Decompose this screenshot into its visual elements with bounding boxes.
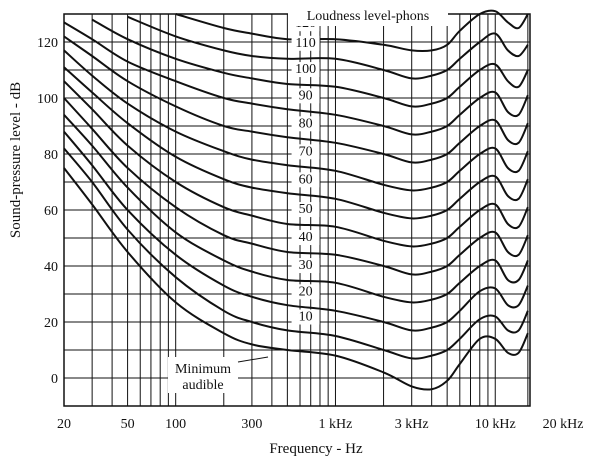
- loudness-curves: [63, 9, 529, 391]
- y-tick-label: 80: [44, 148, 58, 163]
- x-tick-label: 300: [241, 417, 262, 432]
- x-tick-label: 1 kHz: [319, 417, 353, 432]
- curve-label-50: 50: [299, 202, 313, 217]
- curve-70: [63, 49, 529, 192]
- curve-10: [63, 147, 529, 360]
- curve-label-backdrop: [291, 144, 320, 160]
- curve-110: [127, 15, 529, 80]
- curve-minimum-audible: [63, 167, 529, 391]
- curve-30: [63, 114, 529, 304]
- curve-label-40: 40: [299, 230, 313, 245]
- annotation-line-1: Minimum: [175, 362, 231, 377]
- curve-label-100: 100: [295, 62, 316, 77]
- curve-label-backdrop: [291, 35, 320, 51]
- curve-label-20: 20: [299, 284, 313, 299]
- curve-label-backdrop: [291, 230, 320, 246]
- curve-label-60: 60: [299, 172, 313, 187]
- y-tick-label: 20: [44, 316, 58, 331]
- curve-label-70: 70: [299, 144, 313, 159]
- y-tick-label: 40: [44, 260, 58, 275]
- curve-120: [175, 9, 529, 53]
- curve-label-10: 10: [299, 310, 313, 325]
- curve-label-backdrop: [291, 258, 320, 274]
- legend-title: Loudness level-phons: [307, 9, 429, 24]
- curve-60: [63, 66, 529, 220]
- curve-label-backdrop: [291, 172, 320, 188]
- annotation-backdrop: [168, 357, 238, 393]
- curve-labels: 102030405060708090100110120: [291, 16, 320, 325]
- curve-label-backdrop: [291, 116, 320, 132]
- x-axis-label: Frequency - Hz: [269, 441, 363, 457]
- y-tick-label: 60: [44, 204, 58, 219]
- curve-label-backdrop: [291, 62, 320, 78]
- tick-labels: 20 50 100 300 1 kHz 3 kHz 10 kHz 20 kHz 0 20 40 60 8…: [37, 36, 583, 432]
- x-tick-label: 3 kHz: [395, 417, 429, 432]
- curve-label-110: 110: [295, 36, 315, 51]
- curve-label-backdrop: [291, 202, 320, 218]
- curve-50: [63, 80, 529, 248]
- legend-title-backdrop: [288, 4, 448, 26]
- curve-label-backdrop: [291, 88, 320, 104]
- curve-label-backdrop: [291, 284, 320, 300]
- curve-90: [63, 21, 529, 136]
- curve-label-30: 30: [299, 258, 313, 273]
- curve-80: [63, 35, 529, 164]
- annotation-line-2: audible: [182, 378, 223, 393]
- x-tick-label: 20: [57, 417, 71, 432]
- annotation-pointer: [237, 356, 269, 363]
- x-tick-label: 20 kHz: [543, 417, 584, 432]
- x-tick-label: 50: [121, 417, 135, 432]
- x-tick-label: 10 kHz: [475, 417, 516, 432]
- x-tick-label: 100: [165, 417, 186, 432]
- curve-20: [63, 130, 529, 332]
- curve-label-backdrop: [291, 309, 320, 325]
- curve-40: [63, 97, 529, 276]
- y-tick-label: 120: [37, 36, 58, 51]
- y-tick-label: 100: [37, 92, 58, 107]
- y-axis-label: Sound-pressure level - dB: [8, 82, 24, 238]
- curve-100: [91, 18, 529, 108]
- curve-label-80: 80: [299, 116, 313, 131]
- y-tick-label: 0: [51, 372, 58, 387]
- curve-label-90: 90: [299, 88, 313, 103]
